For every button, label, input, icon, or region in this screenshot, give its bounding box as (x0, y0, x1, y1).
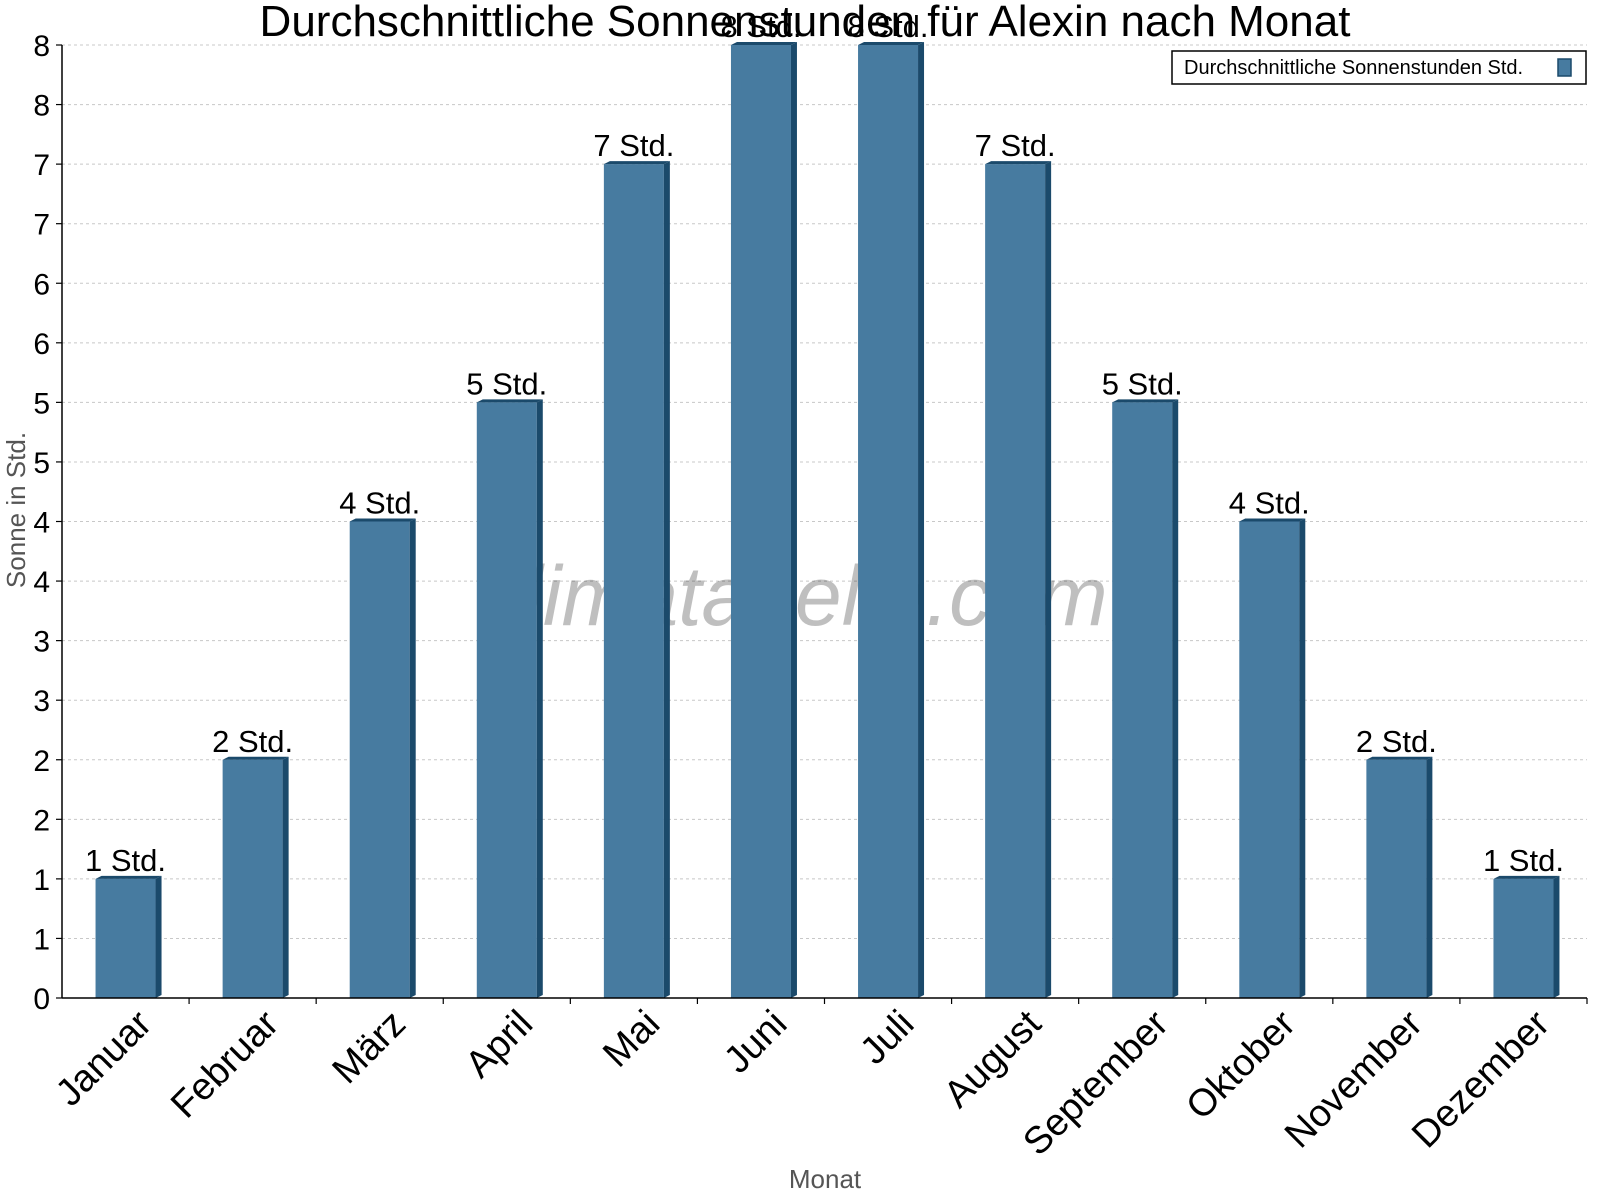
data-label: 1 Std. (85, 843, 166, 878)
bar-side (1045, 161, 1052, 998)
x-tick-label: Februar (163, 1002, 287, 1126)
y-tick-label: 5 (33, 387, 50, 420)
bar-top (349, 518, 416, 522)
bar-front (349, 521, 410, 998)
bar-front (1493, 878, 1554, 998)
bar-top (985, 161, 1052, 165)
x-tick-label: Juni (716, 1003, 795, 1082)
y-tick-label: 3 (33, 626, 50, 659)
bar-side (1299, 518, 1306, 998)
x-tick-label: Dezember (1404, 1002, 1558, 1156)
y-tick-label: 7 (33, 149, 50, 182)
bar-front (1366, 759, 1427, 998)
y-tick-label: 1 (33, 923, 50, 956)
bar (603, 161, 670, 998)
bar-side (1426, 756, 1433, 998)
bar (1493, 875, 1560, 998)
bar-top (730, 42, 797, 45)
data-label: 2 Std. (1356, 724, 1437, 759)
y-tick-label: 8 (33, 90, 50, 123)
data-label: 5 Std. (466, 366, 547, 401)
bar (1112, 399, 1179, 998)
y-axis-label: Sonne in Std. (1, 432, 31, 588)
legend-swatch (1557, 58, 1572, 77)
bar-top (95, 875, 162, 879)
bar (858, 42, 925, 998)
x-tick-label: April (458, 1003, 541, 1086)
bar-side (790, 42, 797, 998)
bar (1366, 756, 1433, 998)
bar-side (155, 875, 162, 998)
x-tick-label: Januar (48, 1002, 160, 1114)
y-tick-label: 1 (33, 864, 50, 897)
bar (95, 875, 162, 998)
data-label: 4 Std. (339, 486, 420, 521)
y-tick-label: 5 (33, 447, 50, 480)
y-tick-label: 6 (33, 268, 50, 301)
bar-front (603, 164, 664, 998)
legend-box (1171, 50, 1587, 85)
x-tick-label: Mai (595, 1003, 668, 1076)
y-tick-label: 4 (33, 566, 50, 599)
bar (349, 518, 416, 998)
bar-front (858, 45, 919, 998)
y-tick-label: 0 (33, 983, 50, 1016)
bar-side (1553, 875, 1560, 998)
bar-top (1112, 399, 1179, 403)
data-label: 8 Std. (848, 9, 929, 44)
bar-top (858, 42, 925, 45)
data-label: 4 Std. (1229, 486, 1310, 521)
y-tick-label: 3 (33, 685, 50, 718)
legend: Durchschnittliche Sonnenstunden Std. (1171, 50, 1587, 85)
bar-side (1172, 399, 1179, 998)
bar-top (1239, 518, 1306, 522)
x-tick-label: August (936, 1002, 1050, 1116)
data-label: 1 Std. (1483, 843, 1564, 878)
bar-top (1366, 756, 1433, 760)
y-tick-label: 2 (33, 745, 50, 778)
bar-side (282, 756, 289, 998)
x-tick-label: März (325, 1003, 414, 1092)
bar (1239, 518, 1306, 998)
bar-front (730, 45, 791, 998)
data-label: 5 Std. (1102, 366, 1183, 401)
bar-top (1493, 875, 1560, 879)
x-tick-label: Juli (852, 1003, 922, 1073)
bar-top (603, 161, 670, 165)
bars-layer: 1 Std. 2 Std. 4 Std. 5 Std. 7 Std. 8 Std. 8 St… (85, 9, 1564, 998)
bar-side (536, 399, 543, 998)
y-tick-label: 4 (33, 507, 50, 540)
data-label: 7 Std. (975, 128, 1056, 163)
bar-side (663, 161, 670, 998)
y-tick-label: 8 (33, 30, 50, 63)
x-tick-label: Oktober (1178, 1002, 1304, 1128)
bar-top (476, 399, 543, 403)
bar-front (95, 878, 156, 998)
data-label: 8 Std. (720, 9, 801, 44)
bar-front (1239, 521, 1300, 998)
bar (730, 42, 797, 998)
bar (476, 399, 543, 998)
legend-entry-label: Durchschnittliche Sonnenstunden Std. (1184, 57, 1523, 79)
bar-side (409, 518, 416, 998)
chart-title: Durchschnittliche Sonnenstunden für Alex… (260, 0, 1351, 46)
data-label: 2 Std. (212, 724, 293, 759)
y-tick-label: 6 (33, 328, 50, 361)
y-tick-label: 7 (33, 209, 50, 242)
bar-front (985, 164, 1046, 998)
bar-top (222, 756, 289, 760)
x-tick-label: November (1277, 1002, 1431, 1156)
y-tick-label: 2 (33, 804, 50, 837)
x-axis-label: Monat (789, 1164, 862, 1194)
bar-side (918, 42, 925, 998)
bar (985, 161, 1052, 998)
grid-layer (62, 44, 1587, 939)
bar-front (222, 759, 283, 998)
bar-front (1112, 402, 1173, 998)
bar-front (476, 402, 537, 998)
data-label: 7 Std. (593, 128, 674, 163)
bar (222, 756, 289, 998)
